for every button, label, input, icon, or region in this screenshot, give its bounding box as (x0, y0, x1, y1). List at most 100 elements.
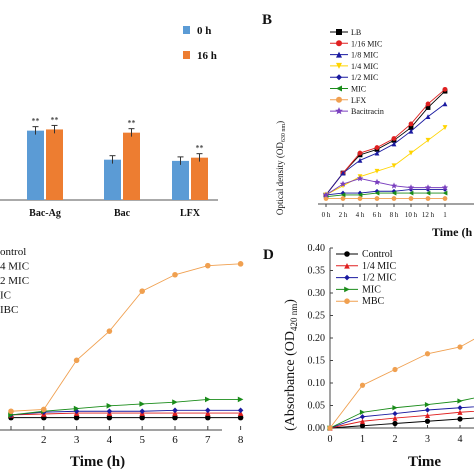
legend-marker (344, 263, 350, 269)
data-point (425, 196, 431, 201)
series-line (10, 263, 241, 412)
data-point (340, 190, 346, 196)
series-line (325, 88, 446, 196)
data-point (357, 192, 363, 198)
legend-marker (336, 29, 342, 35)
data-point (391, 136, 397, 141)
data-point (424, 351, 431, 357)
data-point (205, 262, 211, 269)
data-point (359, 418, 366, 424)
data-point (425, 137, 431, 143)
legend-label: 1/4 MIC (362, 261, 397, 272)
data-point (327, 425, 333, 431)
panel-b-letter: B (262, 12, 272, 28)
x-tick-label: 2 h (339, 211, 348, 219)
data-point (359, 409, 366, 415)
data-point (359, 382, 366, 388)
x-tick-label: 10 h (405, 211, 418, 219)
data-point (442, 187, 448, 192)
bar (123, 132, 140, 200)
data-point (441, 184, 449, 191)
x-tick-label: 4 (107, 434, 113, 446)
legend-label: 16 h (197, 50, 217, 62)
legend-label: MBC (362, 296, 385, 307)
data-point (357, 150, 363, 156)
data-point (392, 420, 398, 427)
legend-marker (336, 96, 342, 103)
data-point (425, 190, 431, 196)
y-tick-label: 0.15 (308, 356, 326, 367)
legend-label: IBC (0, 304, 18, 316)
y-tick-label: 0.35 (308, 266, 326, 277)
data-point (357, 196, 363, 201)
series-line (325, 103, 446, 196)
panel-d-ylabel: (Absorbance (OD420 nm) (283, 299, 299, 431)
legend-marker (336, 40, 342, 47)
y-tick-label: 0.40 (308, 243, 326, 254)
data-point (374, 196, 380, 201)
bar (104, 159, 121, 200)
data-point (8, 408, 14, 415)
data-point (73, 414, 80, 421)
bar (172, 160, 189, 200)
legend-swatch (183, 51, 190, 59)
series-line (325, 127, 446, 196)
series-line (10, 398, 241, 416)
x-tick-label: 7 (205, 434, 211, 446)
data-point (424, 184, 432, 191)
data-point (425, 187, 431, 192)
data-point (442, 125, 448, 130)
data-point (391, 190, 397, 196)
data-point (442, 101, 448, 107)
data-point (425, 114, 431, 120)
data-point (172, 271, 178, 278)
bar (27, 130, 44, 200)
data-point (408, 128, 414, 134)
panel-a-bar-chart: ** ** Bac-Ag ** Bac ** LFX 0 h 16 h (0, 25, 218, 219)
x-tick-label: 8 (238, 434, 244, 446)
x-tick-label: 6 h (373, 211, 382, 219)
data-point (408, 196, 414, 201)
x-tick-label: 12 h (422, 211, 435, 219)
data-point (442, 196, 448, 201)
panel-c-plot: 2 3 4 5 6 7 8 (0, 261, 244, 446)
data-point (408, 125, 414, 130)
legend-label: 1/4 MIC (351, 62, 378, 71)
series-line (329, 406, 474, 429)
significance-label: ** (196, 144, 204, 153)
data-point (374, 190, 380, 196)
legend-label: MIC (351, 85, 366, 94)
panel-c-legend: ontrol 4 MIC 2 MIC IC IBC (0, 246, 29, 316)
panel-d-xlabel: Time (408, 454, 441, 470)
data-point (391, 196, 397, 201)
series-line (329, 338, 474, 429)
legend-label: 1/16 MIC (351, 39, 382, 48)
legend-label: ontrol (0, 246, 26, 258)
legend-marker (336, 62, 342, 69)
data-point (392, 411, 398, 417)
series-line (329, 417, 474, 429)
data-point (172, 407, 178, 414)
data-point (139, 401, 145, 407)
panel-b-xlabel: Time (h (432, 225, 472, 239)
series-line (329, 410, 474, 429)
data-point (442, 190, 448, 196)
data-point (106, 328, 113, 334)
data-point (205, 396, 211, 403)
data-point (374, 188, 380, 194)
legend-marker (335, 107, 343, 115)
y-tick-label: 0.05 (308, 401, 326, 412)
data-point (373, 178, 381, 185)
data-point (424, 412, 431, 418)
category-label: Bac-Ag (29, 208, 61, 219)
data-point (73, 408, 80, 415)
data-point (374, 168, 380, 174)
data-point (391, 188, 397, 194)
legend-marker (344, 298, 350, 305)
panel-b-plot: 0 h 2 h 4 h 6 h 8 h 10 h 12 h 1 (318, 86, 474, 219)
data-point (340, 192, 346, 198)
panel-d-letter: D (263, 247, 274, 263)
legend-label: 1/2 MIC (362, 273, 397, 284)
x-tick-label: 4 (458, 434, 463, 445)
data-point (457, 416, 463, 422)
